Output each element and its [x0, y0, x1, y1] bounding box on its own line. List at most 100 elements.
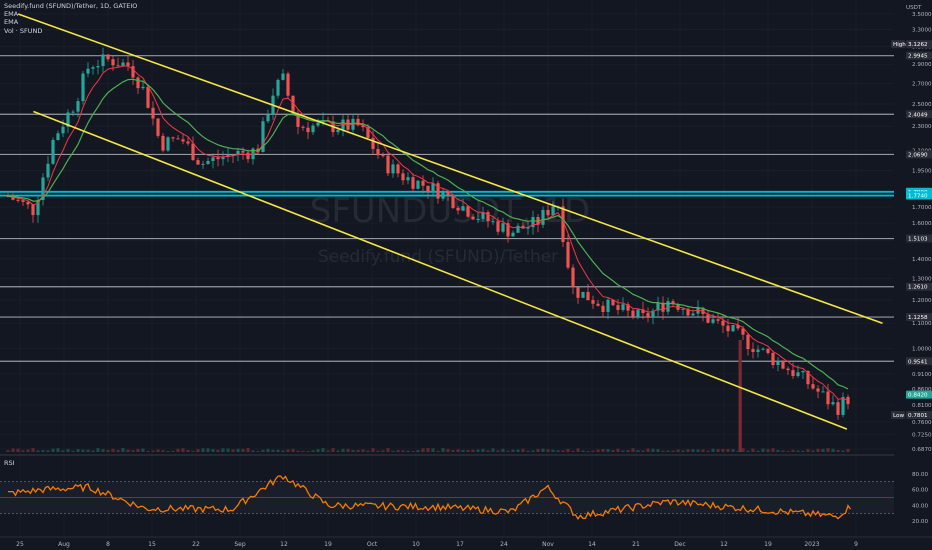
candle-body [451, 195, 455, 208]
candle-body [131, 66, 135, 78]
candle-body [661, 302, 665, 312]
candle-body [811, 384, 815, 389]
volume-bar [286, 449, 290, 452]
volume-bar [556, 450, 560, 452]
time-tick: 19 [764, 541, 772, 548]
volume-bar [6, 450, 10, 452]
candle-body [496, 221, 500, 232]
legend-title[interactable]: Seedify.fund (SFUND)/Tether, 1D, GATEIO [4, 2, 138, 10]
channel-upper-trendline[interactable] [17, 13, 883, 324]
price-tag [906, 191, 932, 200]
rsi-tick: 20.00 [912, 519, 928, 525]
volume-bar [261, 449, 265, 452]
volume-bar [176, 448, 180, 452]
volume-bar [411, 450, 415, 452]
candle-body [311, 125, 315, 133]
volume-bar [416, 450, 420, 452]
legend-volume[interactable]: Vol · SFUND [4, 26, 43, 35]
volume-bar [636, 450, 640, 452]
volume-bar [236, 448, 240, 452]
volume-bar [631, 448, 635, 452]
candle-body [51, 139, 55, 164]
volume-bar [691, 449, 695, 452]
ema-fast-line[interactable] [7, 65, 849, 401]
volume-bar [321, 448, 325, 452]
volume-bar [676, 449, 680, 452]
candlesticks[interactable] [6, 47, 850, 420]
candle-body [681, 308, 685, 310]
volume-bar [161, 450, 165, 452]
time-tick: Nov [542, 541, 554, 548]
volume-bar [601, 448, 605, 452]
rsi-legend[interactable]: RSI [4, 459, 15, 467]
candle-body [426, 185, 430, 193]
volume-bar [156, 449, 160, 452]
volume-bar [421, 448, 425, 452]
candle-body [126, 62, 130, 67]
volume-bar [331, 448, 335, 452]
candle-body [571, 267, 575, 288]
volume-bar [391, 450, 395, 452]
time-tick: 2023 [804, 541, 819, 548]
candle-body [591, 300, 595, 304]
volume-bar [146, 450, 150, 452]
candle-body [746, 334, 750, 350]
volume-bar [401, 450, 405, 452]
time-tick: Dec [674, 541, 686, 548]
volume-bar [446, 448, 450, 452]
candle-body [461, 206, 465, 211]
legend-ema-1[interactable]: EMA [4, 10, 19, 19]
volume-bar [431, 448, 435, 452]
candle-body [91, 67, 95, 69]
volume-bar [121, 448, 125, 452]
price-tick: 1.2000 [912, 298, 932, 304]
volume-bar [246, 448, 250, 452]
price-tag [906, 313, 932, 322]
volume-bar [111, 448, 115, 452]
price-tag-label: Low [893, 413, 904, 419]
volume-bar [581, 450, 585, 452]
price-tag [906, 357, 932, 366]
candle-body [386, 155, 390, 174]
volume-bar [526, 450, 530, 452]
volume-bar [471, 449, 475, 452]
time-tick: 15 [148, 541, 156, 548]
channel-lower-trendline[interactable] [33, 110, 848, 430]
price-tick: 1.9500 [912, 168, 932, 174]
price-axis-tags: 3.1262High2.99452.40492.06901.79901.7740… [891, 40, 932, 420]
volume-bar [771, 448, 775, 452]
candle-body [456, 207, 460, 211]
volume-bar [61, 450, 65, 452]
volume-bar [26, 449, 30, 452]
price-tag [906, 40, 932, 49]
candle-body [136, 77, 140, 89]
time-tick: 12 [280, 541, 288, 548]
candle-body [431, 183, 435, 193]
candle-body [671, 301, 675, 305]
candle-body [21, 200, 25, 202]
ema-slow-line[interactable] [7, 78, 849, 390]
candle-body [706, 313, 710, 323]
volume-bar [441, 448, 445, 452]
candle-body [476, 218, 480, 220]
volume-bar [366, 450, 370, 452]
candle-body [621, 304, 625, 310]
legend-ema-2[interactable]: EMA [4, 18, 19, 27]
volume-bar [96, 448, 100, 452]
volume-bar [726, 448, 730, 452]
candle-body [806, 371, 810, 385]
price-tick: 0.8100 [912, 403, 932, 409]
volume-bar [76, 449, 80, 452]
volume-bar [721, 448, 725, 452]
volume-bar [341, 448, 345, 452]
volume-bar [436, 450, 440, 452]
candle-body [446, 191, 450, 196]
candle-body [501, 223, 505, 232]
time-axis-ticks[interactable]: 25 Aug 8 15 22 Sep 12 19 Oct 10 17 24 Nov 14 21 Dec 12 19… [16, 541, 858, 548]
candle-body [66, 112, 70, 127]
volume-bar [71, 450, 75, 452]
rsi-line[interactable] [8, 475, 852, 520]
volume-bar [221, 448, 225, 452]
candle-body [181, 139, 185, 142]
